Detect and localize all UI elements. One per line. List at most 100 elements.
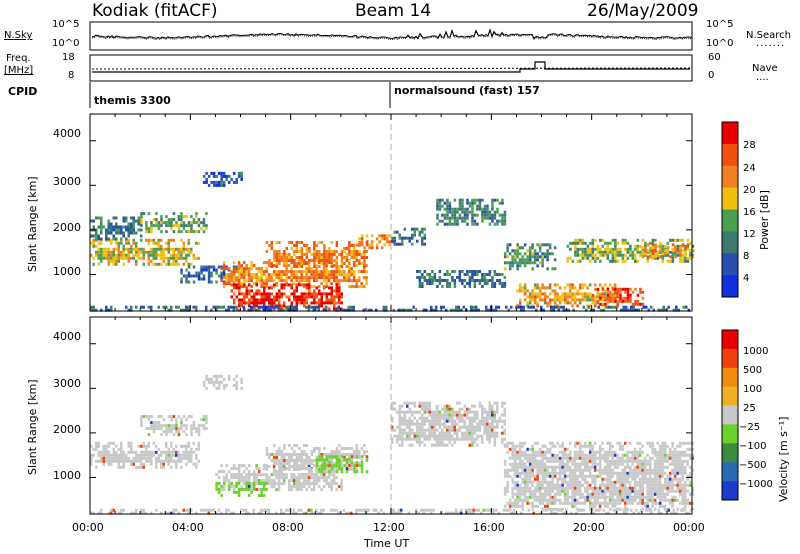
power-echo-cell xyxy=(408,239,411,243)
velocity-echo-cell xyxy=(421,425,424,429)
power-echo-cell xyxy=(205,171,208,175)
velocity-echo-cell xyxy=(481,440,484,444)
power-echo-cell xyxy=(614,247,617,251)
power-echo-cell xyxy=(337,282,341,286)
velocity-echo-cell xyxy=(117,462,120,466)
velocity-echo-cell xyxy=(245,473,248,477)
velocity-echo-cell xyxy=(533,450,537,454)
power-echo-cell xyxy=(446,201,449,205)
power-echo-cell xyxy=(235,283,238,287)
velocity-echo-cell xyxy=(651,501,654,505)
velocity-echo-cell xyxy=(541,501,544,505)
power-echo-cell xyxy=(347,285,351,289)
velocity-echo-cell xyxy=(631,453,634,457)
velocity-echo-cell xyxy=(401,437,404,441)
power-echo-cell xyxy=(140,238,143,242)
power-echo-cell xyxy=(127,231,130,235)
power-echo-cell xyxy=(624,241,627,245)
velocity-echo-cell xyxy=(571,498,574,502)
power-echo-cell xyxy=(423,227,426,231)
power-echo-cell xyxy=(453,210,457,214)
velocity-echo-cell xyxy=(247,493,251,497)
power-echo-cell xyxy=(391,236,394,240)
velocity-echo-cell xyxy=(503,431,506,435)
velocity-echo-cell xyxy=(398,428,401,432)
velocity-echo-cell xyxy=(516,486,519,490)
power-echo-cell xyxy=(446,213,449,217)
power-echo-cell xyxy=(431,276,434,279)
power-echo-cell xyxy=(625,308,628,312)
power-echo-cell xyxy=(172,256,175,260)
power-echo-cell xyxy=(250,273,253,277)
velocity-echo-cell xyxy=(671,456,674,460)
velocity-echo-cell xyxy=(623,501,627,505)
velocity-echo-cell xyxy=(663,480,667,484)
power-echo-cell xyxy=(634,259,637,263)
power-echo-cell xyxy=(295,283,298,287)
velocity-echo-cell xyxy=(235,467,238,471)
power-echo-cell xyxy=(177,253,180,257)
velocity-echo-cell xyxy=(531,474,534,478)
velocity-echo-cell xyxy=(538,468,542,472)
power-echo-cell xyxy=(110,228,113,232)
velocity-echo-cell xyxy=(591,477,594,481)
velocity-echo-cell xyxy=(628,465,632,469)
velocity-echo-cell xyxy=(496,410,499,414)
power-echo-cell xyxy=(328,259,331,262)
velocity-echo-cell xyxy=(112,459,115,463)
power-echo-cell xyxy=(160,244,163,248)
power-echo-cell xyxy=(601,292,604,296)
velocity-echo-cell xyxy=(398,413,401,417)
power-echo-cell xyxy=(609,293,612,297)
power-echo-cell xyxy=(332,264,336,268)
velocity-echo-cell xyxy=(616,507,619,511)
power-echo-cell xyxy=(303,295,306,299)
power-echo-cell xyxy=(280,256,284,259)
velocity-echo-cell xyxy=(353,462,356,465)
power-echo-cell xyxy=(350,253,354,256)
power-echo-cell xyxy=(200,221,203,225)
power-echo-cell xyxy=(132,241,135,245)
velocity-echo-cell xyxy=(288,459,291,462)
velocity-echo-cell xyxy=(523,483,527,487)
velocity-echo-cell xyxy=(623,459,627,463)
velocity-echo-cell xyxy=(122,453,125,457)
velocity-echo-cell xyxy=(536,483,539,487)
power-echo-cell xyxy=(177,250,180,254)
power-echo-cell xyxy=(147,253,150,257)
velocity-echo-cell xyxy=(105,447,108,451)
power-echo-cell xyxy=(664,244,667,248)
power-echo-cell xyxy=(463,213,467,217)
power-echo-cell xyxy=(531,261,534,265)
power-echo-cell xyxy=(330,295,333,299)
velocity-echo-cell xyxy=(546,483,549,487)
velocity-echo-cell xyxy=(265,476,268,480)
velocity-echo-cell xyxy=(332,473,336,477)
velocity-echo-cell xyxy=(663,444,667,448)
power-echo-cell xyxy=(225,308,228,312)
velocity-echo-cell xyxy=(172,459,175,463)
velocity-echo-cell xyxy=(653,465,657,469)
power-echo-cell xyxy=(330,289,333,293)
power-echo-cell xyxy=(636,250,640,254)
power-echo-cell xyxy=(411,227,414,231)
velocity-echo-cell xyxy=(335,482,338,486)
velocity-echo-cell xyxy=(658,474,662,478)
velocity-echo-cell xyxy=(155,465,158,469)
velocity-echo-cell xyxy=(518,495,522,499)
velocity-echo-cell xyxy=(205,415,208,419)
velocity-echo-cell xyxy=(268,465,271,468)
velocity-echo-cell xyxy=(230,467,233,471)
velocity-echo-cell xyxy=(586,480,589,484)
power-echo-cell xyxy=(170,227,173,231)
power-echo-cell xyxy=(518,261,522,265)
velocity-echo-cell xyxy=(533,486,537,490)
power-echo-cell xyxy=(280,304,283,308)
power-echo-cell xyxy=(408,236,411,240)
power-echo-cell xyxy=(636,302,640,306)
velocity-echo-cell xyxy=(536,480,539,484)
velocity-echo-cell xyxy=(531,480,534,484)
power-echo-cell xyxy=(660,308,663,312)
power-echo-cell xyxy=(273,298,276,302)
velocity-echo-cell xyxy=(543,450,547,454)
